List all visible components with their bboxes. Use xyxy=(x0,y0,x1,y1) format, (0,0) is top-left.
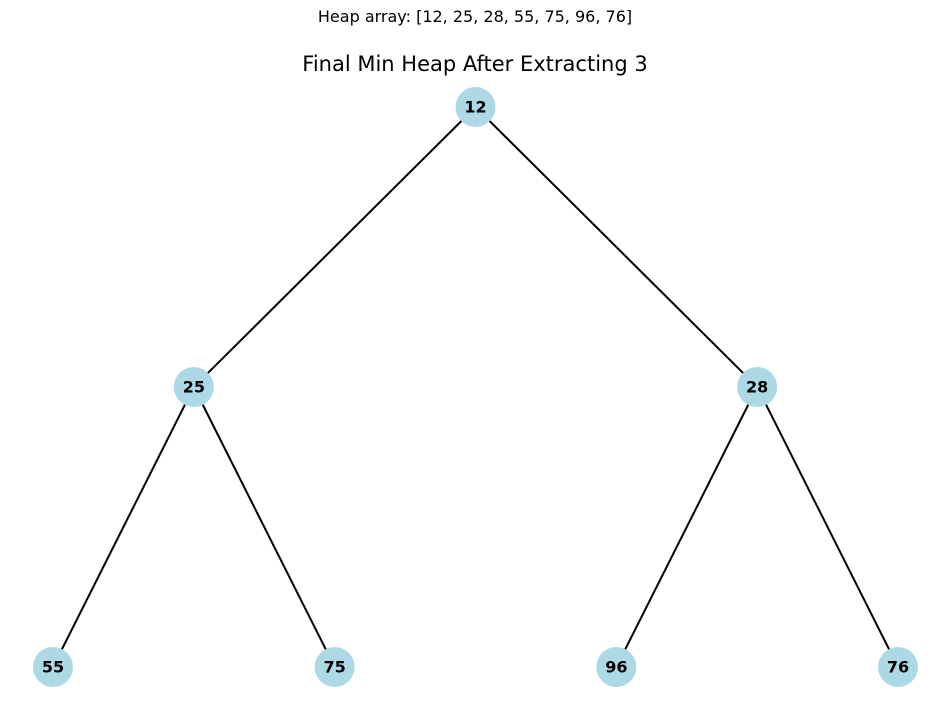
diagram-title: Final Min Heap After Extracting 3 xyxy=(302,52,648,76)
node-label: 75 xyxy=(324,658,346,677)
tree-edges xyxy=(52,106,899,668)
node-circle xyxy=(33,647,73,687)
node-circle xyxy=(737,367,778,407)
tree-edge xyxy=(193,106,477,388)
node-circle xyxy=(596,647,637,687)
heap-node-75: 75 xyxy=(314,647,355,687)
node-label: 25 xyxy=(183,378,205,397)
node-label: 76 xyxy=(887,658,909,677)
node-label: 55 xyxy=(42,658,64,677)
tree-edge xyxy=(192,386,336,668)
node-circle xyxy=(173,367,214,407)
node-label: 96 xyxy=(605,658,627,677)
heap-node-96: 96 xyxy=(596,647,637,687)
heap-node-55: 55 xyxy=(33,647,73,687)
heap-node-25: 25 xyxy=(173,367,214,407)
node-circle xyxy=(314,647,355,687)
node-label: 12 xyxy=(464,98,486,117)
heap-array-caption: Heap array: [12, 25, 28, 55, 75, 96, 76] xyxy=(317,7,633,26)
heap-node-76: 76 xyxy=(878,647,918,687)
node-circle xyxy=(455,87,496,127)
tree-edge xyxy=(756,386,899,668)
heap-node-28: 28 xyxy=(737,367,778,407)
tree-edge xyxy=(474,106,758,388)
tree-edge xyxy=(52,386,195,668)
heap-node-12: 12 xyxy=(455,87,496,127)
node-label: 28 xyxy=(746,378,768,397)
node-circle xyxy=(878,647,918,687)
tree-nodes: 12 25 28 55 75 96 76 xyxy=(33,87,918,687)
tree-edge xyxy=(615,386,759,668)
